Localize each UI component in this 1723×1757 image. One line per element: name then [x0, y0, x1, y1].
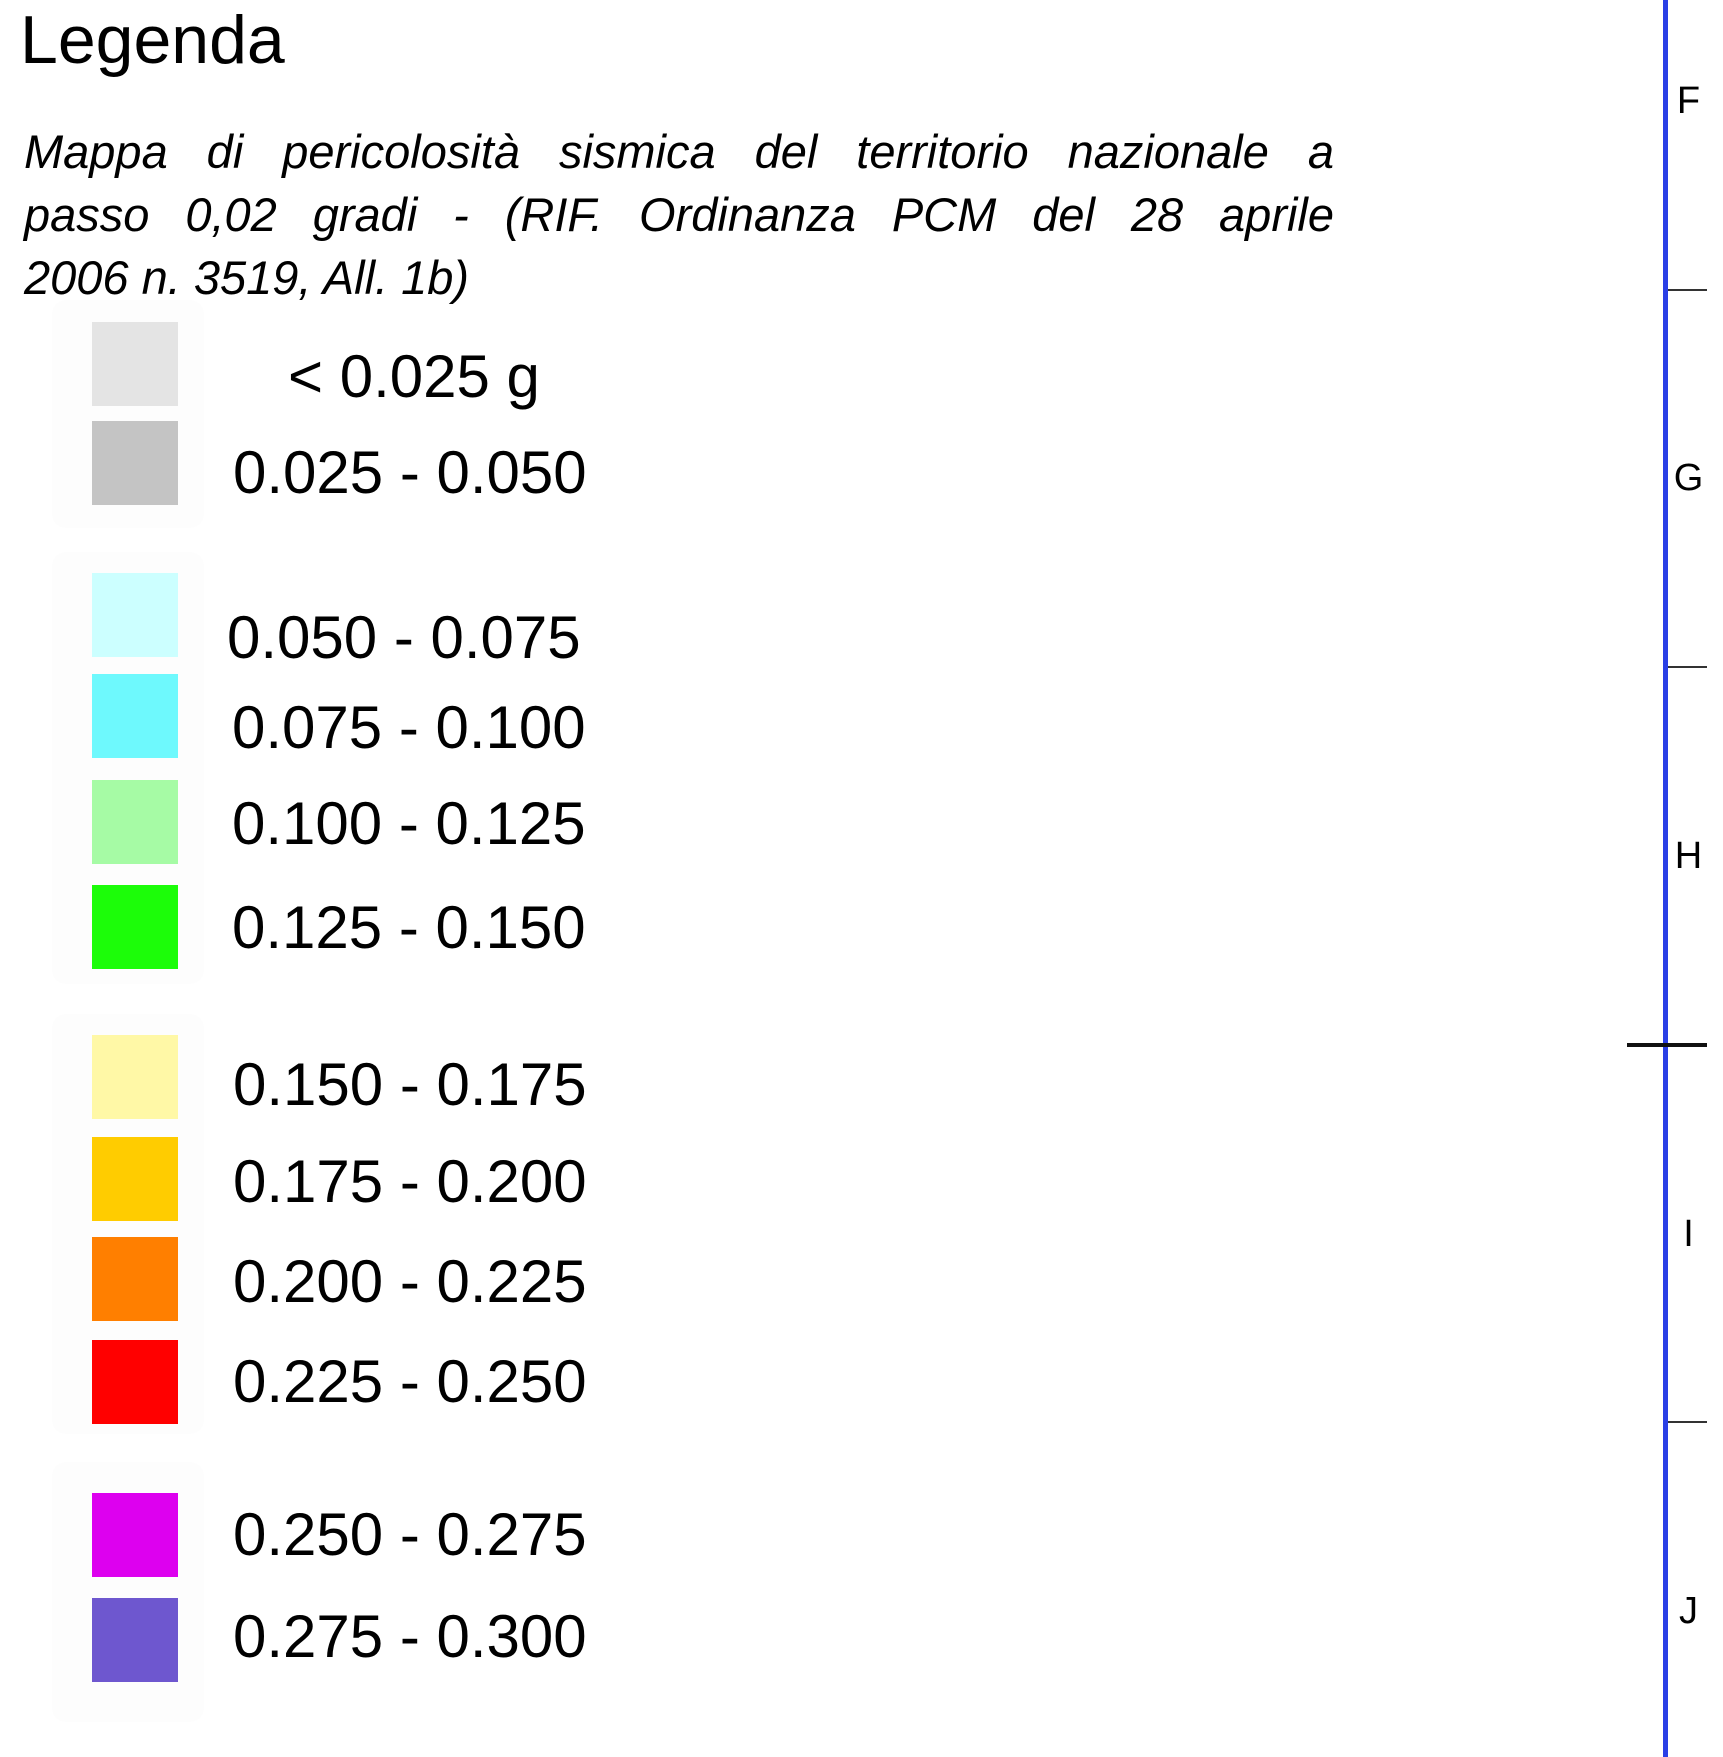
legend-description: Mappa di pericolosità sismica del territ… — [24, 120, 1334, 309]
legend-swatch — [92, 573, 178, 657]
legend-swatch — [92, 1493, 178, 1577]
legend-label: 0.225 - 0.250 — [233, 1348, 587, 1415]
grid-zone-label: J — [1679, 1590, 1698, 1632]
grid-zone-label: G — [1673, 457, 1704, 499]
legend-swatch — [92, 780, 178, 864]
legend-label: 0.100 - 0.125 — [232, 790, 586, 857]
legend-label: 0.025 - 0.050 — [233, 439, 587, 506]
legend-swatch — [92, 1598, 178, 1682]
grid-tick — [1668, 666, 1707, 668]
legend-label: 0.275 - 0.300 — [233, 1603, 587, 1670]
legend-label: < 0.025 g — [288, 343, 540, 410]
legend-description-line: Mappa di pericolosità sismica del territ… — [24, 125, 1334, 178]
grid-zone-label: F — [1676, 80, 1701, 122]
grid-tick — [1668, 1421, 1707, 1423]
legend-label: 0.075 - 0.100 — [232, 694, 586, 761]
legend-description-line: passo 0,02 gradi - (RIF. Ordinanza PCM d… — [24, 188, 1334, 241]
grid-zone-label: H — [1674, 835, 1703, 877]
legend-label: 0.175 - 0.200 — [233, 1148, 587, 1215]
legend-swatch — [92, 674, 178, 758]
legend-description-line: 2006 n. 3519, All. 1b) — [24, 251, 470, 304]
legend-swatch — [92, 885, 178, 969]
legend-title: Legenda — [20, 2, 285, 78]
legend-label: 0.125 - 0.150 — [232, 894, 586, 961]
grid-border-line — [1663, 0, 1668, 1757]
grid-zone-label: I — [1683, 1213, 1694, 1255]
grid-tick — [1668, 289, 1707, 291]
legend-label: 0.200 - 0.225 — [233, 1248, 587, 1315]
legend-swatch — [92, 1237, 178, 1321]
legend-swatch — [92, 1035, 178, 1119]
legend-label: 0.150 - 0.175 — [233, 1051, 587, 1118]
legend-swatch — [92, 421, 178, 505]
legend-label: 0.250 - 0.275 — [233, 1501, 587, 1568]
legend-label: 0.050 - 0.075 — [227, 604, 581, 671]
legend-swatch — [92, 322, 178, 406]
legend-swatch — [92, 1137, 178, 1221]
legend-swatch — [92, 1340, 178, 1424]
grid-tick — [1627, 1043, 1707, 1047]
